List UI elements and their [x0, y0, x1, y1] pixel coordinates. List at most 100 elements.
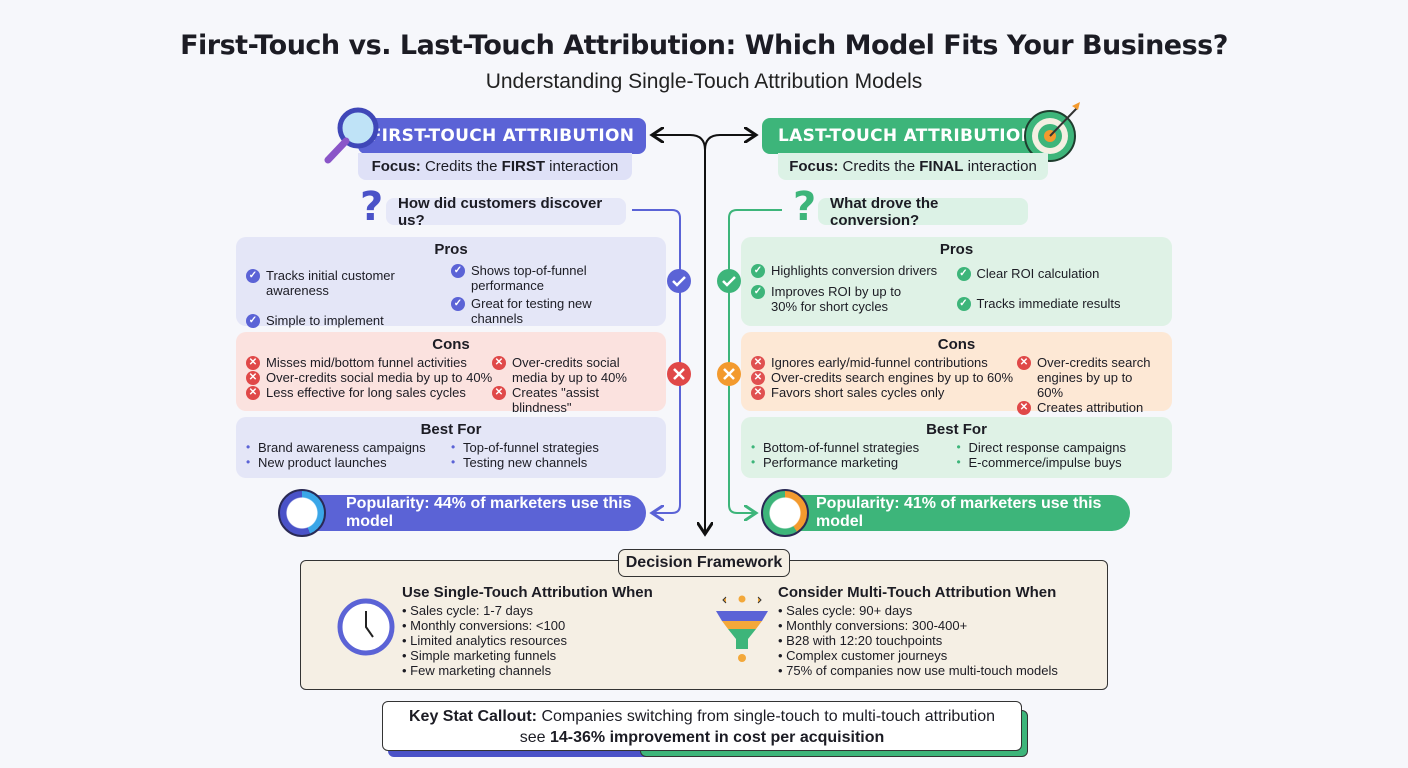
- page-subtitle: Understanding Single-Touch Attribution M…: [485, 70, 923, 93]
- best-item: Bottom-of-funnel strategies: [763, 440, 920, 455]
- best-item: Top-of-funnel strategies: [463, 440, 599, 455]
- best-item: Performance marketing: [763, 455, 899, 470]
- focus-text: interaction: [967, 158, 1037, 175]
- con-item: Misses mid/bottom funnel activities: [266, 355, 467, 370]
- cons-title: Cons: [937, 336, 976, 353]
- best-item: Direct response campaigns: [968, 440, 1127, 455]
- criteria-item: Complex customer journeys: [778, 648, 1058, 663]
- check-icon: ✓: [751, 285, 765, 299]
- first-popularity-donut: [278, 489, 326, 537]
- check-icon: ✓: [956, 267, 971, 281]
- first-cons: Cons ✕ Misses mid/bottom funnel activitie…: [236, 332, 666, 415]
- pro-item: Tracks immediate results: [976, 296, 1121, 311]
- x-icon: ✕: [751, 356, 765, 370]
- decision-framework-label: Decision Framework: [618, 549, 790, 577]
- key-text: Companies switching from single-touch to…: [541, 708, 995, 725]
- key-stat-callout: Key Stat Callout: Companies switching fr…: [382, 701, 1022, 751]
- pro-item: Tracks initial customer awareness: [266, 268, 395, 298]
- check-icon: ✓: [451, 264, 465, 278]
- pros-title: Pros: [939, 241, 974, 258]
- last-popularity: Popularity: 41% of marketers use this mo…: [772, 495, 1130, 531]
- best-for-title: Best For: [420, 421, 482, 438]
- last-touch-header: LAST-TOUCH ATTRIBUTION: [762, 118, 1050, 154]
- pro-item: Clear ROI calculation: [976, 266, 1100, 281]
- criteria-item: Sales cycle: 1-7 days: [402, 603, 653, 618]
- magnifier-icon: [324, 107, 379, 164]
- focus-label: Focus:: [789, 158, 839, 175]
- last-cons: Cons ✕ Ignores early/mid-funnel contribut…: [741, 332, 1172, 430]
- single-touch-criteria: Use Single-Touch Attribution When Sales …: [402, 584, 653, 678]
- con-item: Creates "assist blindness": [512, 385, 599, 415]
- last-pros: Pros ✓ Highlights conversion drivers ✓ Imp…: [741, 237, 1172, 326]
- criteria-item: Limited analytics resources: [402, 633, 653, 648]
- last-question: What drove the conversion?: [818, 195, 1028, 229]
- arrow-to-last: [704, 135, 756, 151]
- con-item: Over-credits search engines by up to 60%: [1037, 355, 1151, 400]
- last-focus: Focus: Credits the FINAL interaction: [778, 153, 1048, 180]
- check-icon: ✓: [956, 297, 971, 311]
- focus-text: Credits the: [424, 158, 498, 175]
- first-focus: Focus: Credits the FIRST interaction: [358, 153, 632, 180]
- focus-label: Focus:: [371, 158, 421, 175]
- focus-text: Credits the: [842, 158, 916, 175]
- criteria-item: B28 with 12:20 touchpoints: [778, 633, 1058, 648]
- x-icon: ✕: [246, 356, 260, 370]
- con-item: Over-credits social media by up to 40%: [512, 355, 627, 385]
- best-item: Testing new channels: [463, 455, 588, 470]
- pro-item: Improves ROI by up to 30% for short cycl…: [771, 284, 902, 314]
- check-icon: ✓: [751, 264, 765, 278]
- criteria-item: Monthly conversions: 300-400+: [778, 618, 1058, 633]
- x-icon: ✕: [1017, 356, 1031, 370]
- pro-item: Great for testing new channels: [471, 296, 592, 326]
- check-icon: ✓: [246, 314, 260, 328]
- x-icon: ✕: [492, 356, 506, 370]
- x-icon: ✕: [492, 386, 506, 400]
- target-icon: [1024, 102, 1080, 162]
- con-item: Over-credits social media by up to 40%: [266, 370, 493, 385]
- key-label: Key Stat Callout:: [408, 708, 537, 725]
- check-icon: ✓: [246, 269, 260, 283]
- focus-bold: FIRST: [501, 158, 545, 175]
- con-item: Ignores early/mid-funnel contributions: [771, 355, 988, 370]
- pro-item: Simple to implement: [266, 313, 384, 328]
- con-item: Favors short sales cycles only: [771, 385, 945, 400]
- con-item: Over-credits search engines by up to 60%: [771, 370, 1014, 385]
- first-touch-header: FIRST-TOUCH ATTRIBUTION: [358, 118, 646, 154]
- criteria-item: Few marketing channels: [402, 663, 653, 678]
- page-title: First-Touch vs. Last-Touch Attribution: …: [180, 30, 1228, 61]
- first-popularity: Popularity: 44% of marketers use this mo…: [290, 495, 646, 531]
- x-icon: ✕: [246, 371, 260, 385]
- first-pros: Pros ✓ Tracks initial customer awareness …: [236, 237, 666, 328]
- pros-check-icon: [667, 269, 691, 293]
- first-flow-line: [632, 209, 681, 513]
- first-best-for: Best For • Brand awareness campaigns • New …: [236, 417, 666, 478]
- focus-text: interaction: [549, 158, 619, 175]
- x-icon: ✕: [751, 371, 765, 385]
- pros-title: Pros: [434, 241, 468, 258]
- first-question: How did customers discover us?: [386, 195, 626, 229]
- pro-item: Shows top-of-funnel performance: [471, 263, 587, 293]
- key-bold: 14-36% improvement in cost per acquisiti…: [549, 729, 885, 746]
- pro-item: Highlights conversion drivers: [771, 263, 938, 278]
- last-popularity-donut: [761, 489, 809, 537]
- multi-touch-criteria: Consider Multi-Touch Attribution When Sa…: [778, 584, 1058, 678]
- question-mark-icon: ?: [360, 184, 384, 230]
- last-best-for: Best For • Bottom-of-funnel strategies • Pe…: [741, 417, 1172, 478]
- single-touch-title: Use Single-Touch Attribution When: [402, 584, 653, 601]
- best-for-title: Best For: [926, 421, 987, 438]
- key-text: see: [519, 729, 546, 746]
- clock-icon: [337, 598, 395, 656]
- criteria-item: Simple marketing funnels: [402, 648, 653, 663]
- question-mark-icon: ?: [793, 184, 817, 230]
- pros-check-icon: [717, 269, 741, 293]
- check-icon: ✓: [451, 297, 465, 311]
- cons-title: Cons: [432, 336, 470, 353]
- last-flow-line: [728, 209, 782, 513]
- best-item: New product launches: [258, 455, 387, 470]
- criteria-item: Sales cycle: 90+ days: [778, 603, 1058, 618]
- x-icon: ✕: [751, 386, 765, 400]
- focus-bold: FINAL: [919, 158, 964, 175]
- criteria-item: 75% of companies now use multi-touch mod…: [778, 663, 1058, 678]
- x-icon: ✕: [1017, 401, 1031, 415]
